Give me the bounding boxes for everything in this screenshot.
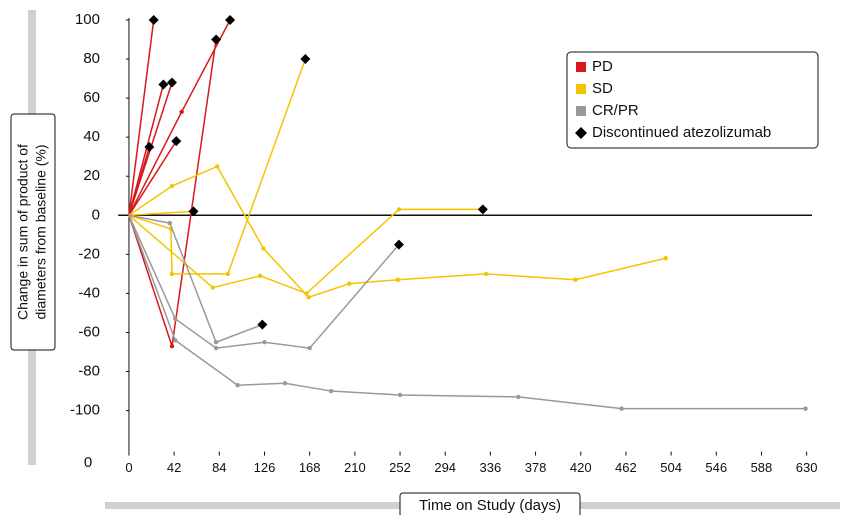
y-tick-label: 80 (83, 50, 100, 67)
legend-swatch (576, 106, 586, 116)
legend-box (566, 51, 819, 149)
series-line (128, 208, 483, 295)
corner-label: 0 (84, 454, 92, 471)
point (306, 295, 311, 300)
x-tick-label: 42 (167, 460, 181, 475)
series-line (128, 19, 155, 216)
y-axis-label: Change in sum of product of diameters fr… (10, 113, 56, 351)
point (173, 338, 178, 343)
discontinued-marker (158, 79, 169, 90)
y-tick-label: 0 (92, 206, 100, 223)
y-axis-label-line: diameters from baseline (%) (33, 144, 49, 319)
point (173, 316, 178, 321)
y-tick-label: -40 (78, 284, 100, 301)
x-tick-label: 252 (389, 460, 411, 475)
x-tick-label: 630 (796, 460, 818, 475)
point (304, 291, 309, 296)
series-line (128, 140, 177, 216)
point (169, 271, 175, 277)
y-tick-label: 40 (83, 128, 100, 145)
x-tick-label: 336 (480, 460, 502, 475)
y-tick-label: -100 (70, 402, 100, 419)
series-line (128, 214, 263, 344)
point (213, 340, 219, 345)
point (179, 109, 184, 114)
series-line (128, 215, 806, 410)
discontinued-marker (144, 141, 155, 152)
discontinued-marker (477, 204, 488, 215)
label-box (399, 492, 581, 515)
discontinued-marker (171, 136, 182, 147)
point (257, 273, 263, 279)
point (235, 383, 240, 388)
point (262, 340, 267, 345)
point (282, 381, 288, 386)
legend-swatch (576, 62, 586, 72)
x-tick-label: 378 (525, 460, 547, 475)
y-tick-label: -20 (78, 245, 100, 262)
y-tick-label: 100 (75, 11, 100, 28)
x-tick-label: 546 (705, 460, 727, 475)
point (169, 343, 175, 349)
legend-label: PD (592, 58, 613, 75)
discontinued-marker (211, 34, 222, 45)
discontinued-marker (188, 206, 199, 217)
discontinued-marker (225, 15, 236, 25)
point (328, 388, 334, 394)
discontinued-marker (300, 54, 311, 65)
point (663, 256, 668, 261)
point (395, 277, 401, 282)
point (169, 183, 175, 189)
legend-label: CR/PR (592, 102, 639, 119)
legend-label: Discontinued atezolizumab (592, 124, 771, 141)
series-line (128, 84, 165, 216)
x-tick-label: 168 (299, 460, 321, 475)
series-line (128, 210, 194, 217)
point (516, 394, 521, 400)
point (803, 406, 808, 411)
series-line (128, 214, 400, 349)
point (573, 277, 578, 282)
point (261, 246, 266, 251)
y-tick-label: 60 (83, 89, 100, 106)
point (347, 281, 352, 286)
x-tick-label: 462 (615, 460, 637, 475)
label-box (10, 113, 56, 351)
point (619, 406, 624, 411)
x-tick-label: 126 (254, 460, 276, 475)
x-tick-label: 84 (212, 460, 226, 475)
legend-swatch (575, 127, 587, 139)
point (396, 207, 402, 212)
point (214, 164, 220, 169)
legend-swatch (576, 84, 586, 94)
point (213, 345, 219, 351)
x-tick-label: 420 (570, 460, 592, 475)
legend-label: SD (592, 80, 613, 97)
series-line (128, 165, 666, 299)
discontinued-marker (257, 319, 268, 330)
y-tick-label: -60 (78, 323, 100, 340)
point (210, 285, 216, 290)
y-axis-label-line: Change in sum of product of (15, 144, 31, 320)
x-tick-label: 294 (434, 460, 456, 475)
x-tick-label: 210 (344, 460, 366, 475)
point (483, 271, 489, 277)
discontinued-marker (393, 239, 404, 250)
x-tick-label: 0 (125, 460, 132, 475)
y-tick-label: -80 (78, 362, 100, 379)
point (397, 392, 403, 398)
series-line (128, 146, 151, 216)
x-axis-label: Time on Study (days) (419, 497, 561, 514)
discontinued-marker (148, 15, 159, 25)
point (167, 220, 173, 226)
x-tick-label: 504 (660, 460, 682, 475)
point (307, 345, 312, 351)
x-tick-label: 588 (751, 460, 773, 475)
point (225, 271, 231, 277)
y-tick-label: 20 (83, 167, 100, 184)
discontinued-marker (166, 77, 177, 88)
